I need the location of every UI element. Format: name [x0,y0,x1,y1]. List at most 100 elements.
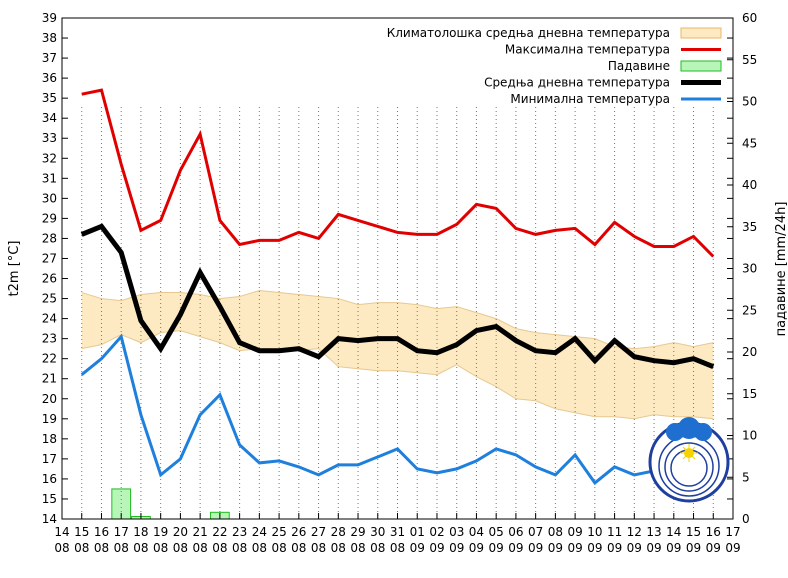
x-tick-day-label: 27 [311,525,326,539]
x-tick-month-label: 08 [94,541,109,555]
legend-label: Минимална температура [510,92,670,106]
y-tick-label: 27 [42,251,57,265]
x-tick-month-label: 09 [429,541,444,555]
x-tick-day-label: 15 [74,525,89,539]
x-tick-month-label: 09 [548,541,563,555]
y2-tick-label: 60 [742,11,757,25]
y-tick-label: 30 [42,191,57,205]
y-tick-label: 36 [42,71,57,85]
y-tick-label: 18 [42,432,57,446]
x-tick-month-label: 08 [133,541,148,555]
y-tick-label: 31 [42,171,57,185]
y2-tick-label: 30 [742,262,757,276]
x-tick-month-label: 08 [74,541,89,555]
y2-tick-label: 5 [742,470,750,484]
legend-label: Падавине [608,59,670,73]
y-tick-label: 15 [42,492,57,506]
series-line-min [80,333,714,486]
x-tick-day-label: 11 [607,525,622,539]
x-tick-day-label: 23 [232,525,247,539]
x-tick-month-label: 09 [449,541,464,555]
logo-inner-ring-2 [664,442,714,492]
y2-tick-label: 55 [742,53,757,67]
x-tick-month-label: 08 [350,541,365,555]
y-tick-label: 34 [42,111,57,125]
x-tick-month-label: 09 [469,541,484,555]
logo-sun-rays-icon [680,444,698,462]
x-tick-month-label: 08 [331,541,346,555]
x-tick-month-label: 09 [528,541,543,555]
y-tick-label: 23 [42,332,57,346]
x-tick-day-label: 17 [725,525,740,539]
x-tick-month-label: 09 [627,541,642,555]
x-tick-month-label: 08 [311,541,326,555]
legend: Климатолошка средња дневна температура Ма… [387,26,722,106]
y-tick-label: 37 [42,51,57,65]
x-tick-month-label: 09 [587,541,602,555]
y-tick-label: 35 [42,91,57,105]
x-tick-day-label: 10 [587,525,602,539]
x-tick-month-label: 08 [291,541,306,555]
series-line-mean [80,223,715,370]
x-tick-day-label: 14 [666,525,681,539]
y-tick-label: 22 [42,352,57,366]
y-tick-label: 25 [42,292,57,306]
x-tick-month-label: 09 [706,541,721,555]
x-tick-day-label: 30 [370,525,385,539]
y-tick-label: 39 [42,11,57,25]
x-tick-day-label: 03 [449,525,464,539]
logo-cloud-icon-3 [694,423,712,441]
x-tick-day-label: 20 [173,525,188,539]
climatology-band-area [81,290,714,419]
y2-tick-label: 50 [742,95,757,109]
precipitation-bars-layer [111,488,230,520]
x-tick-day-label: 16 [94,525,109,539]
x-tick-month-label: 09 [646,541,661,555]
climatology-band-lower [81,330,714,420]
x-tick-day-label: 16 [706,525,721,539]
x-tick-day-label: 28 [331,525,346,539]
x-tick-day-label: 25 [271,525,286,539]
x-tick-day-label: 29 [350,525,365,539]
y-tick-label: 28 [42,231,57,245]
y2-tick-label: 35 [742,220,757,234]
y2-tick-label: 0 [742,512,750,526]
x-tick-day-label: 13 [646,525,661,539]
y-tick-label: 20 [42,392,57,406]
y2-tick-label: 20 [742,345,757,359]
legend-label: Максимална температура [505,43,670,57]
x-tick-day-label: 04 [469,525,484,539]
x-tick-day-label: 17 [114,525,129,539]
x-tick-month-label: 09 [567,541,582,555]
y-tick-label: 17 [42,452,57,466]
x-tick-month-label: 08 [370,541,385,555]
x-tick-day-label: 24 [252,525,267,539]
rhmz-logo [648,417,730,503]
x-tick-day-label: 07 [528,525,543,539]
x-tick-day-label: 19 [153,525,168,539]
series-line-max [81,88,715,258]
x-tick-month-label: 08 [252,541,267,555]
x-tick-month-label: 09 [607,541,622,555]
x-tick-month-label: 09 [410,541,425,555]
x-tick-month-label: 08 [232,541,247,555]
x-tick-day-label: 21 [193,525,208,539]
y-tick-label: 38 [42,31,57,45]
y2-tick-label: 15 [742,387,757,401]
x-tick-month-label: 08 [54,541,69,555]
y-tick-label: 26 [42,272,57,286]
axes-layer: 14 15 16 17 18 19 20 21 22 23 24 25 26 27 28 29 30 31 32 33… [7,11,788,555]
x-tick-day-label: 22 [212,525,227,539]
x-tick-month-label: 09 [725,541,740,555]
x-tick-month-label: 08 [193,541,208,555]
x-tick-month-label: 08 [271,541,286,555]
x-tick-day-label: 08 [548,525,563,539]
x-tick-month-label: 08 [212,541,227,555]
x-tick-day-label: 06 [508,525,523,539]
legend-label: Климатолошка средња дневна температура [387,26,670,40]
series-lines-layer [80,88,715,486]
y-tick-label: 29 [42,211,57,225]
x-tick-day-label: 05 [489,525,504,539]
